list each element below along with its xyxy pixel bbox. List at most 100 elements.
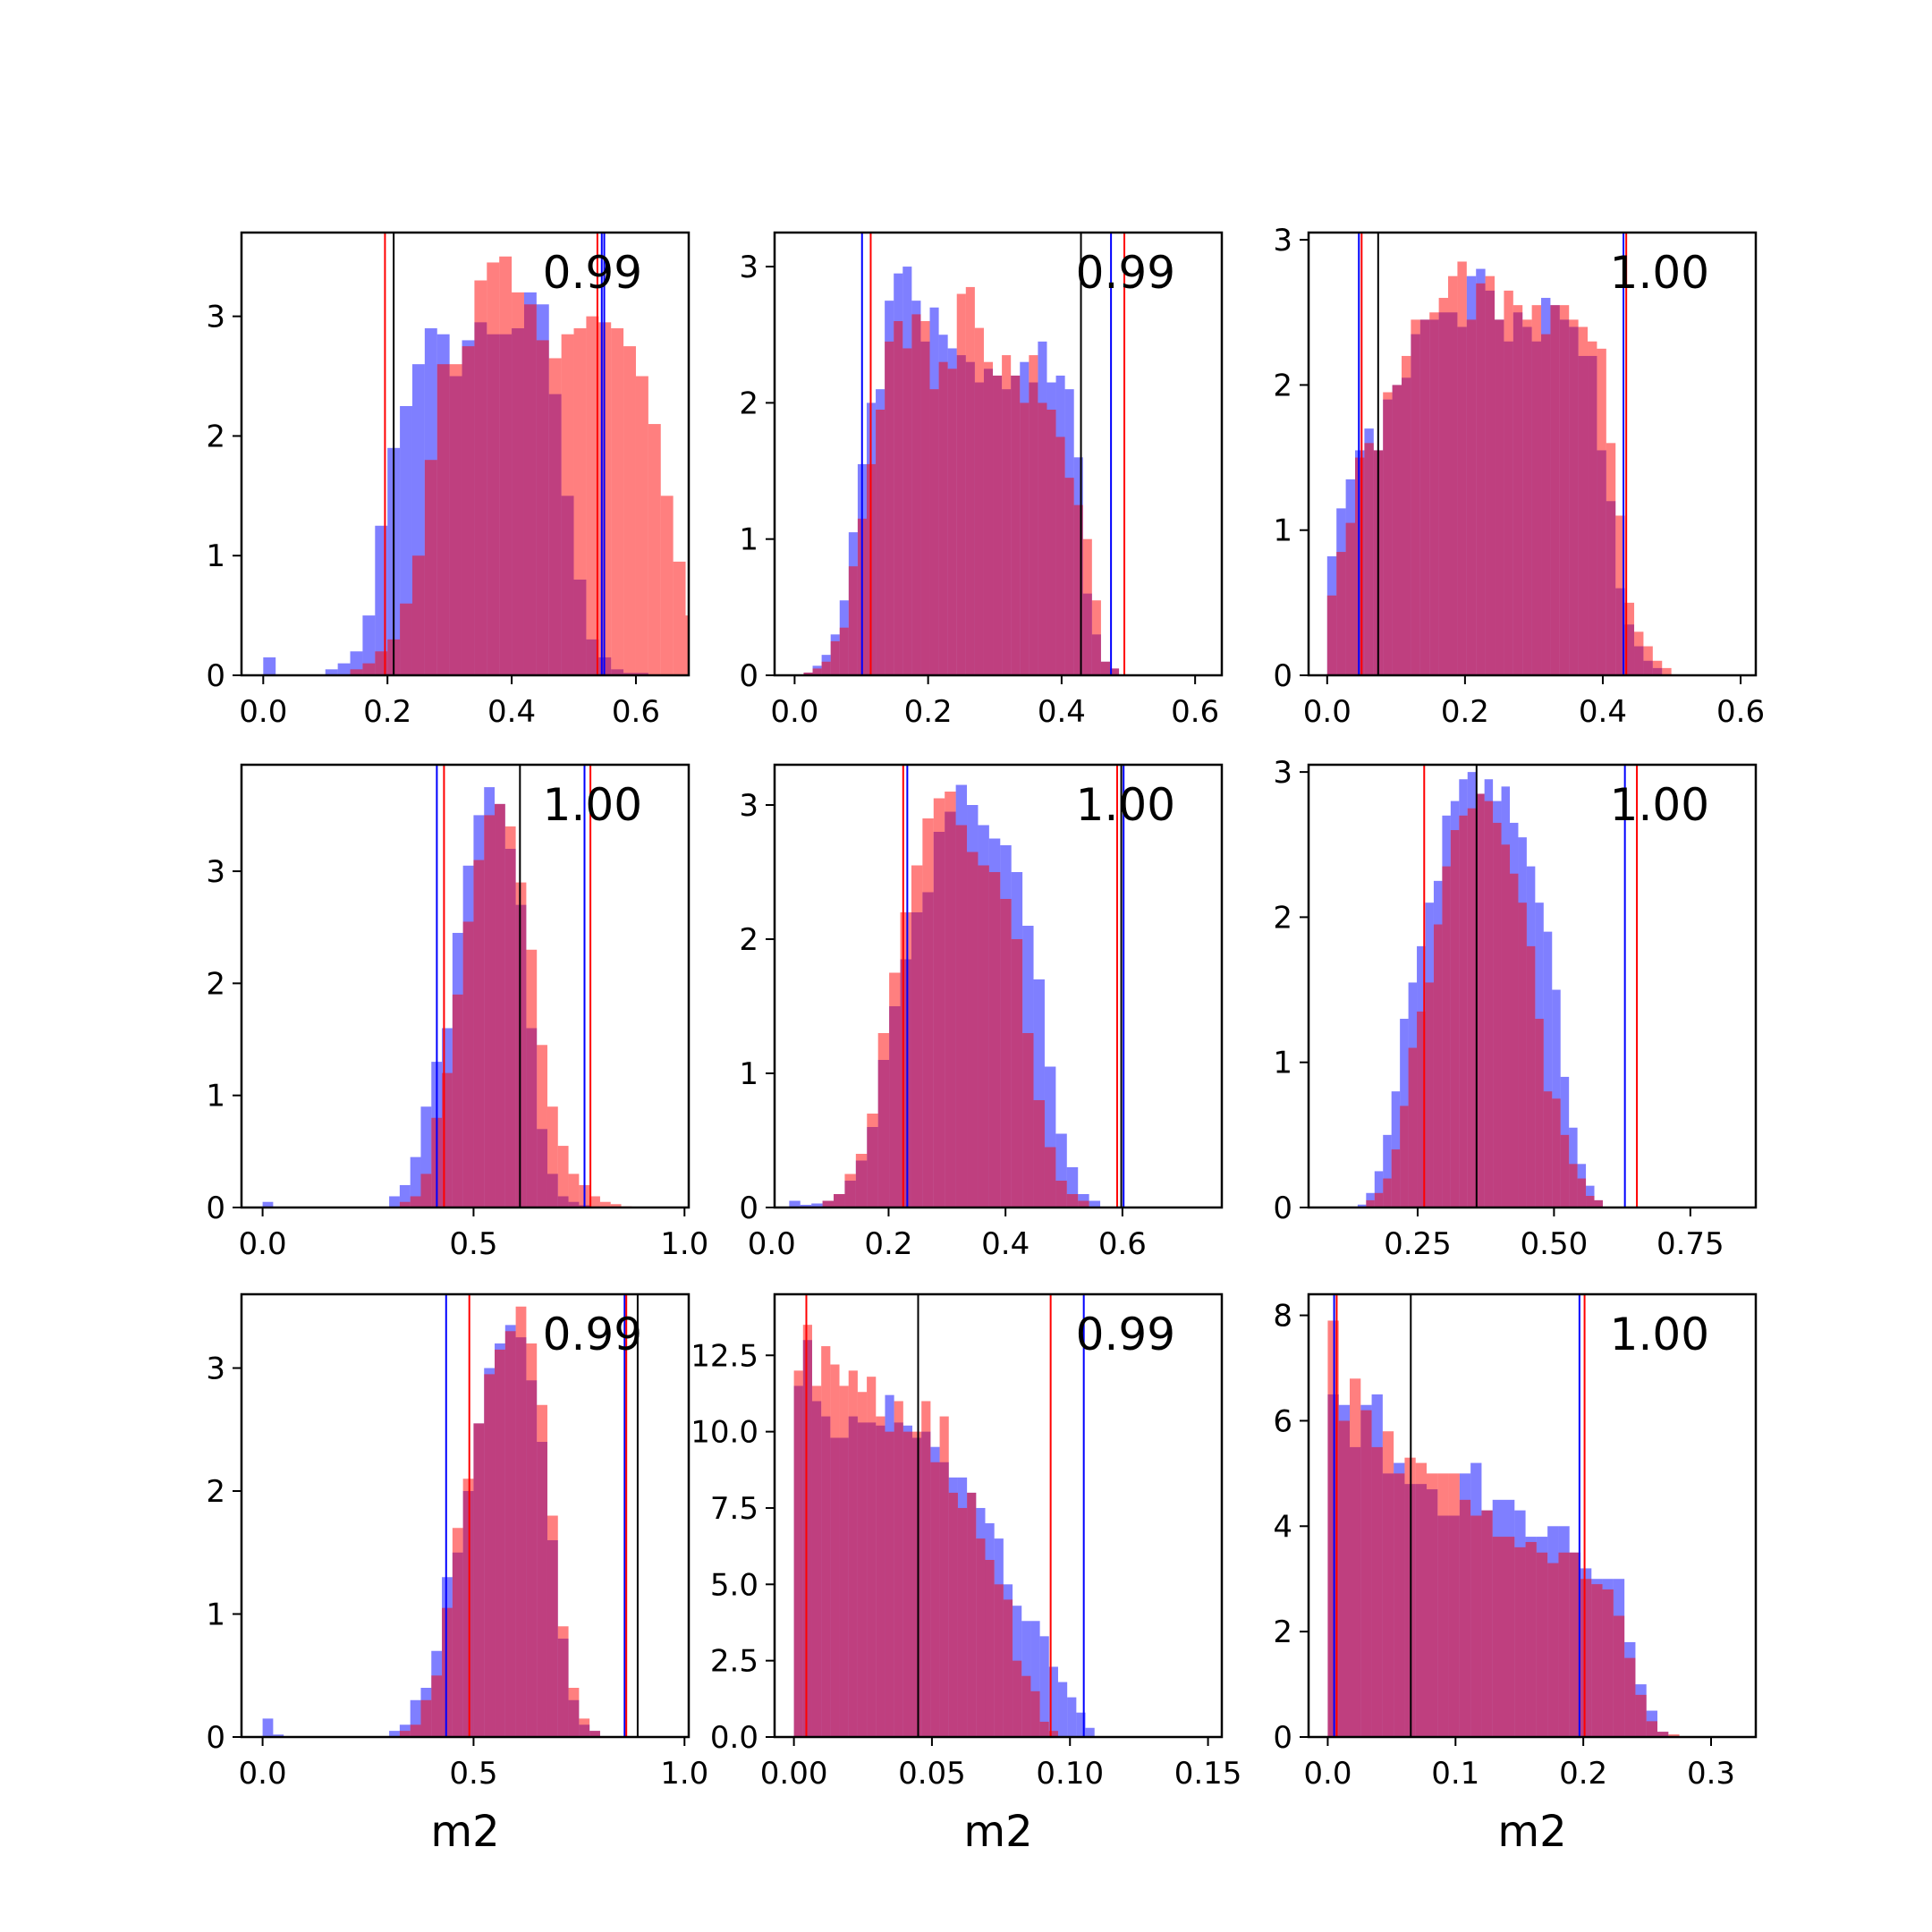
histogram-bar-red — [912, 1431, 922, 1737]
histogram-bar-red — [955, 825, 968, 1208]
y-tick-label: 2 — [1273, 900, 1292, 936]
histogram-bar-red — [939, 1416, 949, 1737]
y-tick-label: 0 — [206, 1191, 225, 1226]
y-tick-label: 2 — [206, 1474, 225, 1510]
histogram-bar-red — [920, 321, 930, 675]
histogram-bar-red — [1518, 902, 1527, 1208]
histogram-bar-blue — [1089, 1200, 1101, 1208]
histogram-bar-red — [526, 1343, 538, 1737]
histogram-bar-red — [1082, 538, 1092, 675]
panel-corner-label: 1.00 — [1610, 247, 1709, 299]
histogram-bar-red — [557, 1626, 569, 1737]
histogram-bar-red — [1668, 1734, 1680, 1737]
histogram-bar-red — [1552, 1098, 1561, 1208]
histogram-bar-red — [1602, 1589, 1614, 1737]
histogram-bar-red — [526, 949, 538, 1208]
x-tick-label: 0.25 — [1384, 1226, 1452, 1262]
histogram-bar-red — [902, 348, 912, 675]
histogram-bar-red — [1402, 355, 1411, 675]
y-tick-label: 1 — [1273, 513, 1292, 549]
histogram-bar-red — [877, 1033, 890, 1208]
histogram-bar-red — [484, 1374, 496, 1737]
y-tick-label: 12.5 — [691, 1338, 758, 1374]
histogram-bar-red — [839, 627, 849, 675]
histogram-bar-red — [844, 1174, 856, 1208]
panel-frame — [240, 1292, 691, 1739]
histogram-bar-red — [839, 1385, 849, 1737]
x-tick-label: 0.6 — [1716, 694, 1765, 730]
histogram-bar-blue — [399, 1184, 411, 1208]
histogram-bar-red — [1350, 1378, 1361, 1737]
panel-corner-label: 1.00 — [1076, 779, 1175, 831]
histogram-bar-red — [399, 1731, 411, 1737]
histogram-bar-blue — [1374, 1171, 1384, 1208]
plot-area — [793, 1294, 1095, 1737]
histogram-bar-red — [1504, 290, 1513, 675]
histogram-bar-red — [1011, 939, 1023, 1208]
histogram-bar-red — [1541, 334, 1551, 675]
histogram-bar-red — [830, 640, 840, 675]
histogram-bar-red — [855, 1154, 868, 1208]
x-tick-label: 0.50 — [1521, 1226, 1589, 1262]
histogram-bar-red — [1577, 1178, 1587, 1208]
histogram-bar-blue — [262, 1718, 274, 1737]
panel-corner-label: 1.00 — [543, 779, 642, 831]
x-tick-label: 0.4 — [1579, 694, 1627, 730]
histogram-bar-red — [1543, 1091, 1553, 1208]
y-tick-label: 3 — [739, 788, 758, 824]
histogram-bar-red — [487, 262, 500, 675]
y-tick-label: 3 — [1273, 755, 1292, 791]
y-tick-label: 1 — [739, 522, 758, 558]
histogram-bar-red — [1513, 305, 1523, 675]
histogram-bar-red — [1613, 1615, 1625, 1737]
histogram-bar-red — [504, 826, 516, 1208]
histogram-bar-blue — [1543, 931, 1553, 1208]
histogram-bar-red — [922, 818, 934, 1208]
histogram-bar-blue — [1057, 1682, 1068, 1737]
panel-corner-label: 1.00 — [1610, 779, 1709, 831]
histogram-bar-red — [894, 1401, 903, 1737]
plot-area — [789, 765, 1125, 1208]
x-axis-title: m2 — [430, 1807, 499, 1857]
y-tick-label: 1 — [206, 538, 225, 574]
x-tick-label: 0.2 — [1559, 1756, 1607, 1792]
x-tick-label: 0.0 — [748, 1226, 796, 1262]
histogram-bar-red — [900, 912, 911, 1208]
histogram-bar-red — [1652, 660, 1663, 675]
histogram-bar-red — [1560, 1134, 1570, 1208]
histogram-bar-red — [812, 668, 822, 675]
histogram-bar-blue — [1085, 1727, 1095, 1737]
histogram-bar-red — [1646, 1721, 1657, 1737]
histogram-bar-red — [1459, 815, 1468, 1208]
histogram-bar-blue — [800, 1205, 812, 1208]
histogram-bar-red — [902, 1431, 913, 1737]
histogram-bar-red — [911, 865, 923, 1208]
histogram-bar-red — [993, 375, 1003, 675]
x-tick-label: 0.0 — [239, 1756, 287, 1792]
x-tick-label: 0.0 — [1303, 1756, 1352, 1792]
histogram-bar-red — [1501, 844, 1510, 1208]
histogram-bar-red — [1597, 348, 1606, 675]
histogram-bar-red — [1364, 443, 1374, 675]
histogram-bar-blue — [1076, 1712, 1086, 1737]
histogram-bar-red — [1336, 552, 1346, 675]
x-tick-label: 0.5 — [449, 1226, 497, 1262]
histogram-bar-red — [623, 346, 636, 675]
histogram-bar-red — [985, 1560, 995, 1737]
y-tick-label: 2 — [1273, 1614, 1292, 1650]
y-tick-label: 1 — [206, 1597, 225, 1633]
panel-corner-label: 0.99 — [543, 247, 642, 299]
y-tick-label: 0 — [206, 1720, 225, 1756]
histogram-bar-red — [589, 1731, 600, 1737]
histogram-bar-red — [1591, 1584, 1603, 1737]
histogram-bar-red — [410, 1196, 421, 1208]
histogram-bar-blue — [1067, 1697, 1077, 1737]
y-tick-label: 0 — [1273, 1191, 1292, 1226]
panel-row2-col3: 0.25 0.50 0.75 0 1 2 3 1.00 — [1273, 755, 1758, 1262]
histogram-bar-red — [857, 1392, 868, 1737]
histogram-bar-red — [848, 566, 858, 675]
panel-frame — [1307, 763, 1758, 1209]
histogram-bar-red — [1531, 305, 1542, 675]
histogram-bar-red — [410, 1724, 421, 1737]
